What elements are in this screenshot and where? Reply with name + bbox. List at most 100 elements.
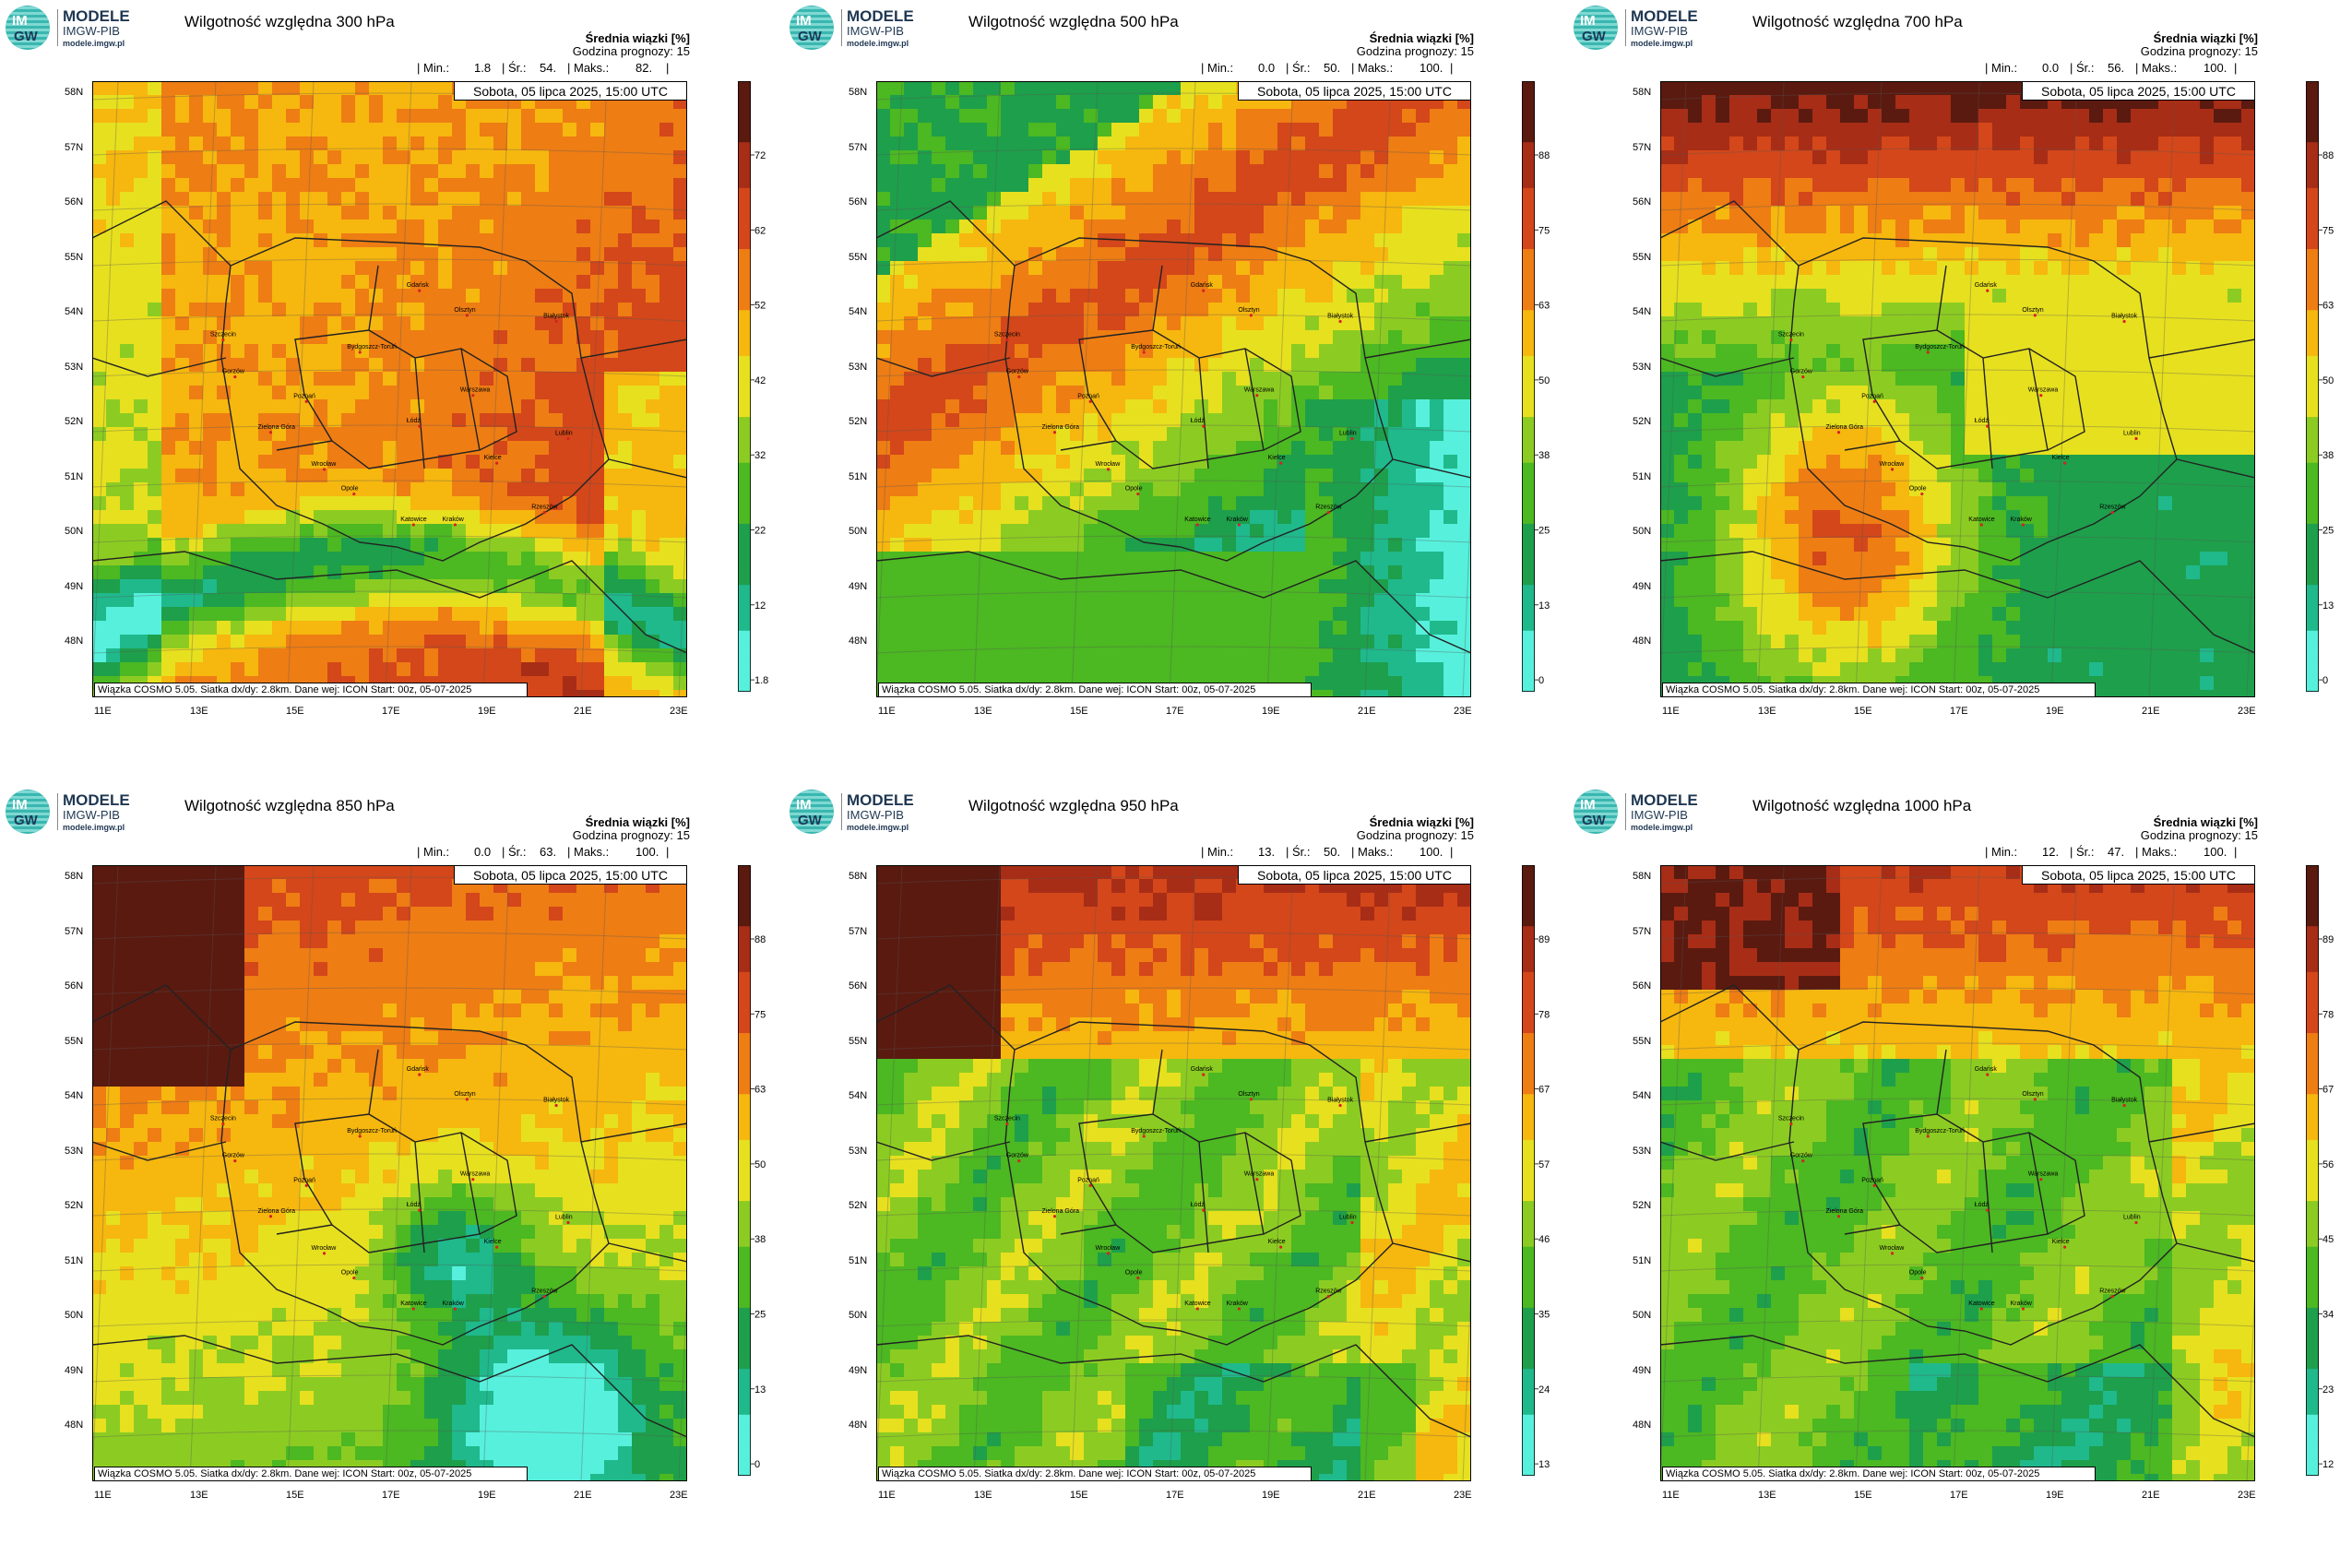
latitude-label: 50N [849,526,868,537]
latitude-label: 50N [65,526,84,537]
map-panel: IM GW MODELE IMGW-PIB modele.imgw.pl Wilgotno… [784,0,1568,784]
colorbar-tick-label: 46 [1538,1234,1550,1245]
legend-title: Średnia wiązki [%] [2153,815,2258,829]
colorbar-tick-label: 13 [2322,600,2334,612]
city-label: Katowice [1184,1301,1211,1307]
min-label: | Min.: [1985,845,2018,859]
latitude-label: 56N [65,980,84,992]
colorbar-tick-label: 34 [2322,1310,2334,1321]
city-label: Białystok [1327,1098,1354,1104]
model-footer: Wiązka COSMO 5.05. Siatka dx/dy: 2.8km. … [1662,683,2096,697]
city-label: Warszawa [2028,387,2059,394]
latitude-label: 56N [65,196,84,208]
city-label: Opole [341,1270,359,1277]
logo-title: MODELE [847,7,914,25]
badge-bottom-text: GW [1582,813,1606,828]
city-label: Kielce [484,1239,502,1245]
min-label: | Min.: [1201,61,1234,75]
colorbar-tick-label: 0 [754,1459,760,1470]
city-label: Opole [1125,1270,1143,1277]
colorbar-tick-label: 72 [754,150,766,161]
colorbar: 88 75 63 50 38 25 13 0 [1522,81,1550,692]
colorbar-tick-label: 62 [754,225,766,236]
longitude-label: 11E [94,706,112,717]
forecast-hour: Godzina prognozy: 15 [2140,44,2258,58]
city-label: Zielona Góra [1042,1208,1080,1215]
humidity-map: Gdańsk Olsztyn Białystok Szczecin Bydgoszcz-… [92,81,687,697]
latitude-label: 58N [1633,87,1652,98]
imgw-logo: IM GW MODELE IMGW-PIB modele.imgw.pl [1574,6,1730,53]
city-label: Wrocław [1096,1245,1122,1252]
badge-bottom-text: GW [1582,29,1606,44]
latitude-label: 54N [1633,306,1652,317]
colorbar-tick-label: 67 [1538,1085,1550,1096]
map-title: Wilgotność względna 950 hPa [968,797,1179,814]
latitude-label: 52N [65,1200,84,1211]
end-bar: | [1450,61,1454,75]
city-label: Opole [1909,1270,1927,1277]
imgw-badge-icon: IM GW [6,790,50,834]
city-label: Warszawa [1244,1171,1275,1178]
city-label: Szczecin [210,1116,236,1123]
mean-label: | Śr.: [2070,61,2095,75]
latitude-label: 57N [849,141,868,153]
stats-line: | Min.: 0.0 | Śr.: 63. | Maks.: 100. | [417,845,689,860]
city-label: Zielona Góra [258,1208,296,1215]
stats-line: | Min.: 0.0 | Śr.: 56. | Maks.: 100. | [1985,61,2257,76]
latitude-label: 53N [849,361,868,373]
logo-title: MODELE [1631,7,1698,25]
latitude-label: 48N [65,636,84,647]
latitude-label: 49N [849,1364,868,1376]
longitude-label: 13E [1758,706,1776,717]
city-label: Rzeszów [1315,505,1342,511]
colorbar-tick-label: 67 [2322,1085,2334,1096]
latitude-label: 56N [1633,980,1652,992]
longitude-label: 15E [1070,1490,1088,1501]
badge-bottom-text: GW [798,29,822,44]
colorbar-tick-label: 22 [754,526,766,537]
longitude-label: 19E [478,706,496,717]
logo-title: MODELE [847,791,914,809]
legend-info: Średnia wiązki [%] Godzina prognozy: 15 [2141,816,2258,842]
city-label: Gorzów [222,369,245,375]
mean-label: | Śr.: [502,845,527,859]
map-title: Wilgotność względna 500 hPa [968,13,1179,30]
latitude-label: 48N [1633,636,1652,647]
colorbar-tick-label: 45 [2322,1234,2334,1245]
imgw-logo: IM GW MODELE IMGW-PIB modele.imgw.pl [790,6,946,53]
mean-value: 50. [1324,61,1341,75]
mean-label: | Śr.: [1286,61,1311,75]
latitude-label: 57N [1633,925,1652,937]
legend-title: Średnia wiązki [%] [585,815,690,829]
city-label: Bydgoszcz-Toruń [1915,1128,1965,1134]
colorbar-tick-label: 63 [754,1085,766,1096]
badge-bottom-text: GW [798,813,822,828]
city-label: Kielce [1268,455,1286,461]
min-value: 1.8 [474,61,492,75]
mean-label: | Śr.: [1286,845,1311,859]
logo-subtitle: IMGW-PIB [63,808,120,822]
latitude-label: 52N [65,416,84,427]
longitude-label: 19E [478,1490,496,1501]
longitude-label: 21E [1358,706,1376,717]
badge-top-text: IM [12,797,28,813]
city-label: Wrocław [312,461,338,468]
colorbar-tick-label: 88 [2322,150,2334,161]
latitude-label: 51N [1633,1254,1652,1266]
stats-line: | Min.: 12. | Śr.: 47. | Maks.: 100. | [1985,845,2257,860]
city-label: Wrocław [1880,1245,1906,1252]
colorbar-tick-label: 23 [2322,1384,2334,1396]
city-label: Olsztyn [454,307,475,314]
city-label: Łódź [407,1202,422,1208]
logo-url: modele.imgw.pl [847,39,909,48]
legend-info: Średnia wiązki [%] Godzina prognozy: 15 [1357,32,1474,58]
legend-info: Średnia wiązki [%] Godzina prognozy: 15 [2141,32,2258,58]
city-label: Bydgoszcz-Toruń [1131,1128,1181,1134]
colorbar-tick-label: 50 [2322,375,2334,386]
colorbar-tick-label: 75 [1538,225,1550,236]
city-label: Gorzów [1006,1153,1029,1159]
colorbar-tick-label: 13 [754,1384,766,1396]
badge-top-text: IM [1580,797,1596,813]
city-label: Rzeszów [2099,1289,2126,1295]
logo-subtitle: IMGW-PIB [63,24,120,38]
